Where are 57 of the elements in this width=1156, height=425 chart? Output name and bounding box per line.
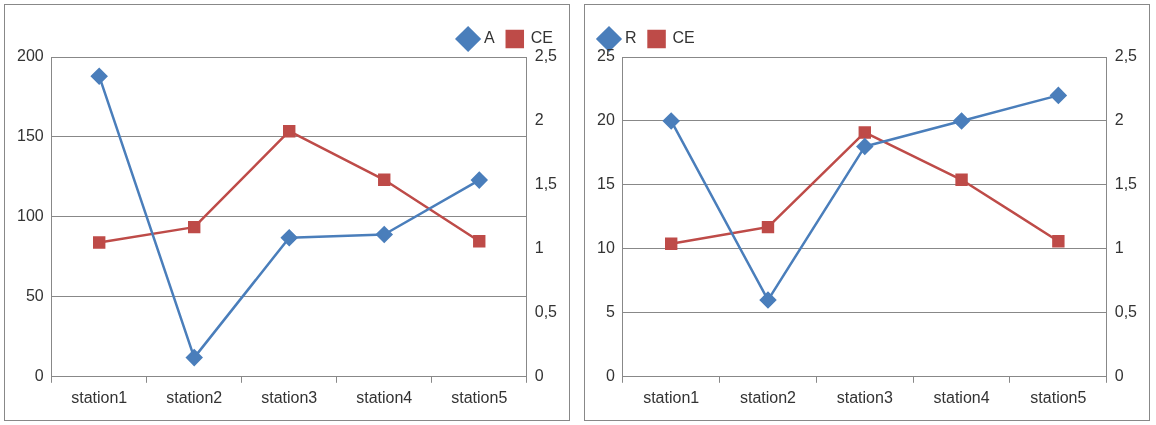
y-tick-label: 15 (597, 175, 615, 193)
y-tick-label: 0 (34, 367, 44, 385)
x-tick-label: station3 (261, 388, 318, 406)
point (375, 226, 393, 243)
x-tick-label: station4 (933, 388, 990, 406)
point (759, 291, 777, 309)
point (858, 126, 871, 139)
y2-tick-label: 2,5 (534, 47, 558, 65)
point (662, 112, 680, 130)
y2-tick-label: 2 (1114, 111, 1124, 129)
x-tick-label: station4 (356, 388, 413, 406)
y2-tick-label: 1,5 (1114, 175, 1138, 193)
y-tick-label: 10 (597, 239, 615, 257)
point (93, 236, 106, 249)
x-tick-label: station2 (166, 388, 223, 406)
point (283, 124, 296, 138)
point (761, 220, 775, 234)
x-tick-label: station2 (739, 388, 797, 406)
legend-label: CE (672, 29, 695, 47)
point (188, 220, 201, 234)
x-tick-label: station1 (643, 388, 700, 406)
point (378, 173, 391, 186)
point (90, 67, 108, 85)
y2-tick-label: 0,5 (534, 303, 558, 321)
y-tick-label: 20 (597, 111, 615, 129)
x-tick-label: station5 (451, 388, 508, 406)
point (953, 112, 970, 130)
x-tick-label: station5 (1030, 388, 1087, 406)
point (955, 173, 968, 186)
point (1052, 235, 1065, 248)
y-tick-label: 50 (25, 287, 44, 305)
y2-tick-label: 0 (1114, 367, 1124, 385)
y2-tick-label: 2 (534, 111, 544, 129)
legend-label: CE (530, 29, 554, 47)
y2-tick-label: 2,5 (1114, 47, 1138, 65)
point (471, 171, 488, 189)
y-tick-label: 25 (597, 47, 615, 65)
y-tick-label: 5 (605, 303, 615, 321)
y2-tick-label: 1 (534, 239, 544, 257)
point (664, 237, 678, 250)
legend-label: A (484, 29, 496, 47)
legend-label: R (625, 29, 637, 47)
x-tick-label: station1 (71, 388, 128, 406)
point (473, 235, 486, 248)
point (1050, 87, 1067, 104)
x-tick-label: station3 (836, 388, 893, 406)
y2-tick-label: 0 (534, 367, 544, 385)
y2-tick-label: 1 (1114, 239, 1124, 257)
y-tick-label: 200 (16, 47, 44, 65)
y-tick-label: 0 (605, 367, 615, 385)
y2-tick-label: 1,5 (534, 175, 558, 193)
y2-tick-label: 0,5 (1114, 303, 1138, 321)
point (280, 229, 298, 246)
point (185, 349, 203, 366)
y-tick-label: 150 (16, 127, 44, 145)
y-tick-label: 100 (16, 207, 44, 225)
point (856, 138, 874, 155)
